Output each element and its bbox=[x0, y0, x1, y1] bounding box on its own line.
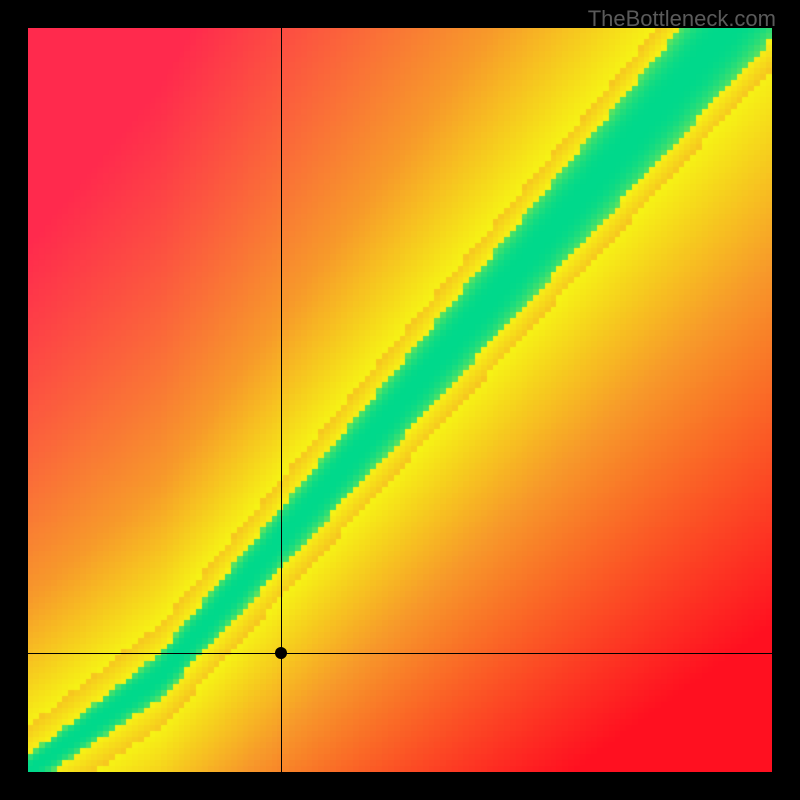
crosshair-horizontal bbox=[28, 653, 772, 654]
crosshair-vertical bbox=[281, 28, 282, 772]
watermark-text: TheBottleneck.com bbox=[588, 6, 776, 32]
heatmap-canvas bbox=[28, 28, 772, 772]
marker-dot bbox=[275, 647, 287, 659]
bottleneck-heatmap bbox=[28, 28, 772, 772]
